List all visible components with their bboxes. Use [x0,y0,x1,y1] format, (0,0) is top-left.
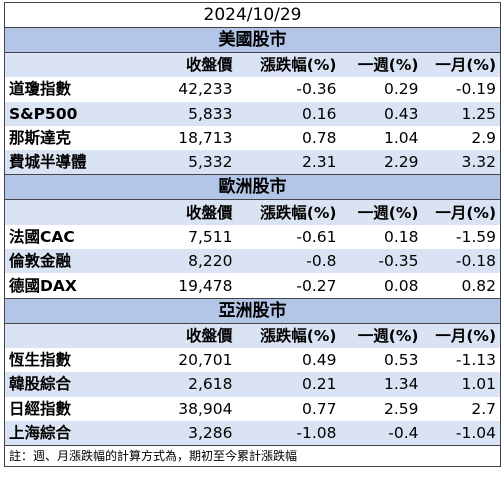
table-row: 上海綜合 3,286 -1.08 -0.4 -1.04 [4,420,501,447]
column-header-month: 一月(%) [422,199,501,225]
region-header-row: 亞洲股市 [4,297,501,324]
region-title: 亞洲股市 [4,297,501,324]
table-row: 倫敦金融 8,220 -0.8 -0.35 -0.18 [4,249,501,274]
column-header-week: 一週(%) [340,52,423,78]
column-header-row: 收盤價 漲跌幅(%) 一週(%) 一月(%) [4,323,501,348]
month-value: 1.25 [422,101,501,126]
close-value: 5,332 [112,150,237,176]
close-value: 8,220 [112,249,237,274]
footnote: 註：週、月漲跌幅的計算方式為，期初至今累計漲跌幅 [9,449,298,464]
change-value: -0.8 [236,249,341,274]
region-header-row: 美國股市 [4,27,501,53]
table-row: 日經指數 38,904 0.77 2.59 2.7 [4,396,501,421]
change-value: 0.77 [236,396,341,421]
month-value: 1.01 [422,372,501,397]
close-value: 18,713 [112,125,237,151]
table-row: 恆生指數 20,701 0.49 0.53 -1.13 [4,347,501,373]
month-value: 2.7 [422,396,501,421]
index-name: 法國CAC [4,224,113,250]
month-value: -0.19 [422,77,501,102]
month-value: 2.9 [422,125,501,151]
region-header-row: 歐洲股市 [4,174,501,201]
index-name: 費城半導體 [4,150,113,176]
close-value: 7,511 [112,224,237,250]
column-header-row: 收盤價 漲跌幅(%) 一週(%) 一月(%) [4,52,501,78]
change-value: -0.61 [236,224,341,250]
column-header-change: 漲跌幅(%) [236,199,341,225]
index-name: 恆生指數 [4,347,113,373]
index-name: 日經指數 [4,396,113,421]
week-value: 1.34 [340,372,423,397]
column-header-month: 一月(%) [422,52,501,78]
change-value: 0.21 [236,372,341,397]
close-value: 5,833 [112,101,237,126]
column-header-month: 一月(%) [422,323,501,348]
index-name: 德國DAX [4,273,113,299]
week-value: 2.59 [340,396,423,421]
market-table-body: 2024/10/29 美國股市 收盤價 漲跌幅(%) 一週(%) 一月(%) 道瓊指數 42… [4,2,501,467]
month-value: -1.13 [422,347,501,373]
column-header-blank [4,199,113,225]
change-value: 2.31 [236,150,341,176]
table-row: 韓股綜合 2,618 0.21 1.34 1.01 [4,372,501,397]
week-value: 1.04 [340,125,423,151]
table-row: 法國CAC 7,511 -0.61 0.18 -1.59 [4,224,501,250]
month-value: -1.04 [422,420,501,447]
index-name: 那斯達克 [4,125,113,151]
table-row: 德國DAX 19,478 -0.27 0.08 0.82 [4,273,501,299]
week-value: 0.08 [340,273,423,299]
close-value: 2,618 [112,372,237,397]
table-row: 費城半導體 5,332 2.31 2.29 3.32 [4,150,501,176]
region-title: 美國股市 [4,27,501,53]
date-title: 2024/10/29 [4,2,501,28]
index-name: S&P500 [4,101,113,126]
week-value: -0.4 [340,420,423,447]
change-value: 0.78 [236,125,341,151]
week-value: 0.43 [340,101,423,126]
change-value: 0.49 [236,347,341,373]
column-header-row: 收盤價 漲跌幅(%) 一週(%) 一月(%) [4,199,501,225]
note-row: 註：週、月漲跌幅的計算方式為，期初至今累計漲跌幅 [5,446,501,467]
market-summary: 2024/10/29 美國股市 收盤價 漲跌幅(%) 一週(%) 一月(%) 道瓊指數 42… [4,2,502,468]
close-value: 38,904 [112,396,237,421]
column-header-change: 漲跌幅(%) [236,323,341,348]
change-value: -1.08 [236,420,341,447]
column-header-close: 收盤價 [112,199,237,225]
table-row: 道瓊指數 42,233 -0.36 0.29 -0.19 [4,77,501,102]
table-row: 那斯達克 18,713 0.78 1.04 2.9 [4,125,501,151]
change-value: 0.16 [236,101,341,126]
column-header-blank [4,323,113,348]
column-header-close: 收盤價 [112,323,237,348]
column-header-change: 漲跌幅(%) [236,52,341,78]
index-name: 上海綜合 [4,420,113,447]
close-value: 3,286 [112,420,237,447]
week-value: 0.18 [340,224,423,250]
index-name: 韓股綜合 [4,372,113,397]
column-header-week: 一週(%) [340,323,423,348]
week-value: 0.53 [340,347,423,373]
market-table: 2024/10/29 美國股市 收盤價 漲跌幅(%) 一週(%) 一月(%) 道瓊指數 42… [4,2,502,468]
week-value: -0.35 [340,249,423,274]
change-value: -0.36 [236,77,341,102]
close-value: 42,233 [112,77,237,102]
column-header-week: 一週(%) [340,199,423,225]
column-header-close: 收盤價 [112,52,237,78]
week-value: 2.29 [340,150,423,176]
month-value: 3.32 [422,150,501,176]
close-value: 19,478 [112,273,237,299]
month-value: 0.82 [422,273,501,299]
month-value: -1.59 [422,224,501,250]
month-value: -0.18 [422,249,501,274]
index-name: 倫敦金融 [4,249,113,274]
column-header-blank [4,52,113,78]
region-title: 歐洲股市 [4,174,501,201]
title-row: 2024/10/29 [4,2,501,28]
close-value: 20,701 [112,347,237,373]
table-row: S&P500 5,833 0.16 0.43 1.25 [4,101,501,126]
index-name: 道瓊指數 [4,77,113,102]
week-value: 0.29 [340,77,423,102]
change-value: -0.27 [236,273,341,299]
